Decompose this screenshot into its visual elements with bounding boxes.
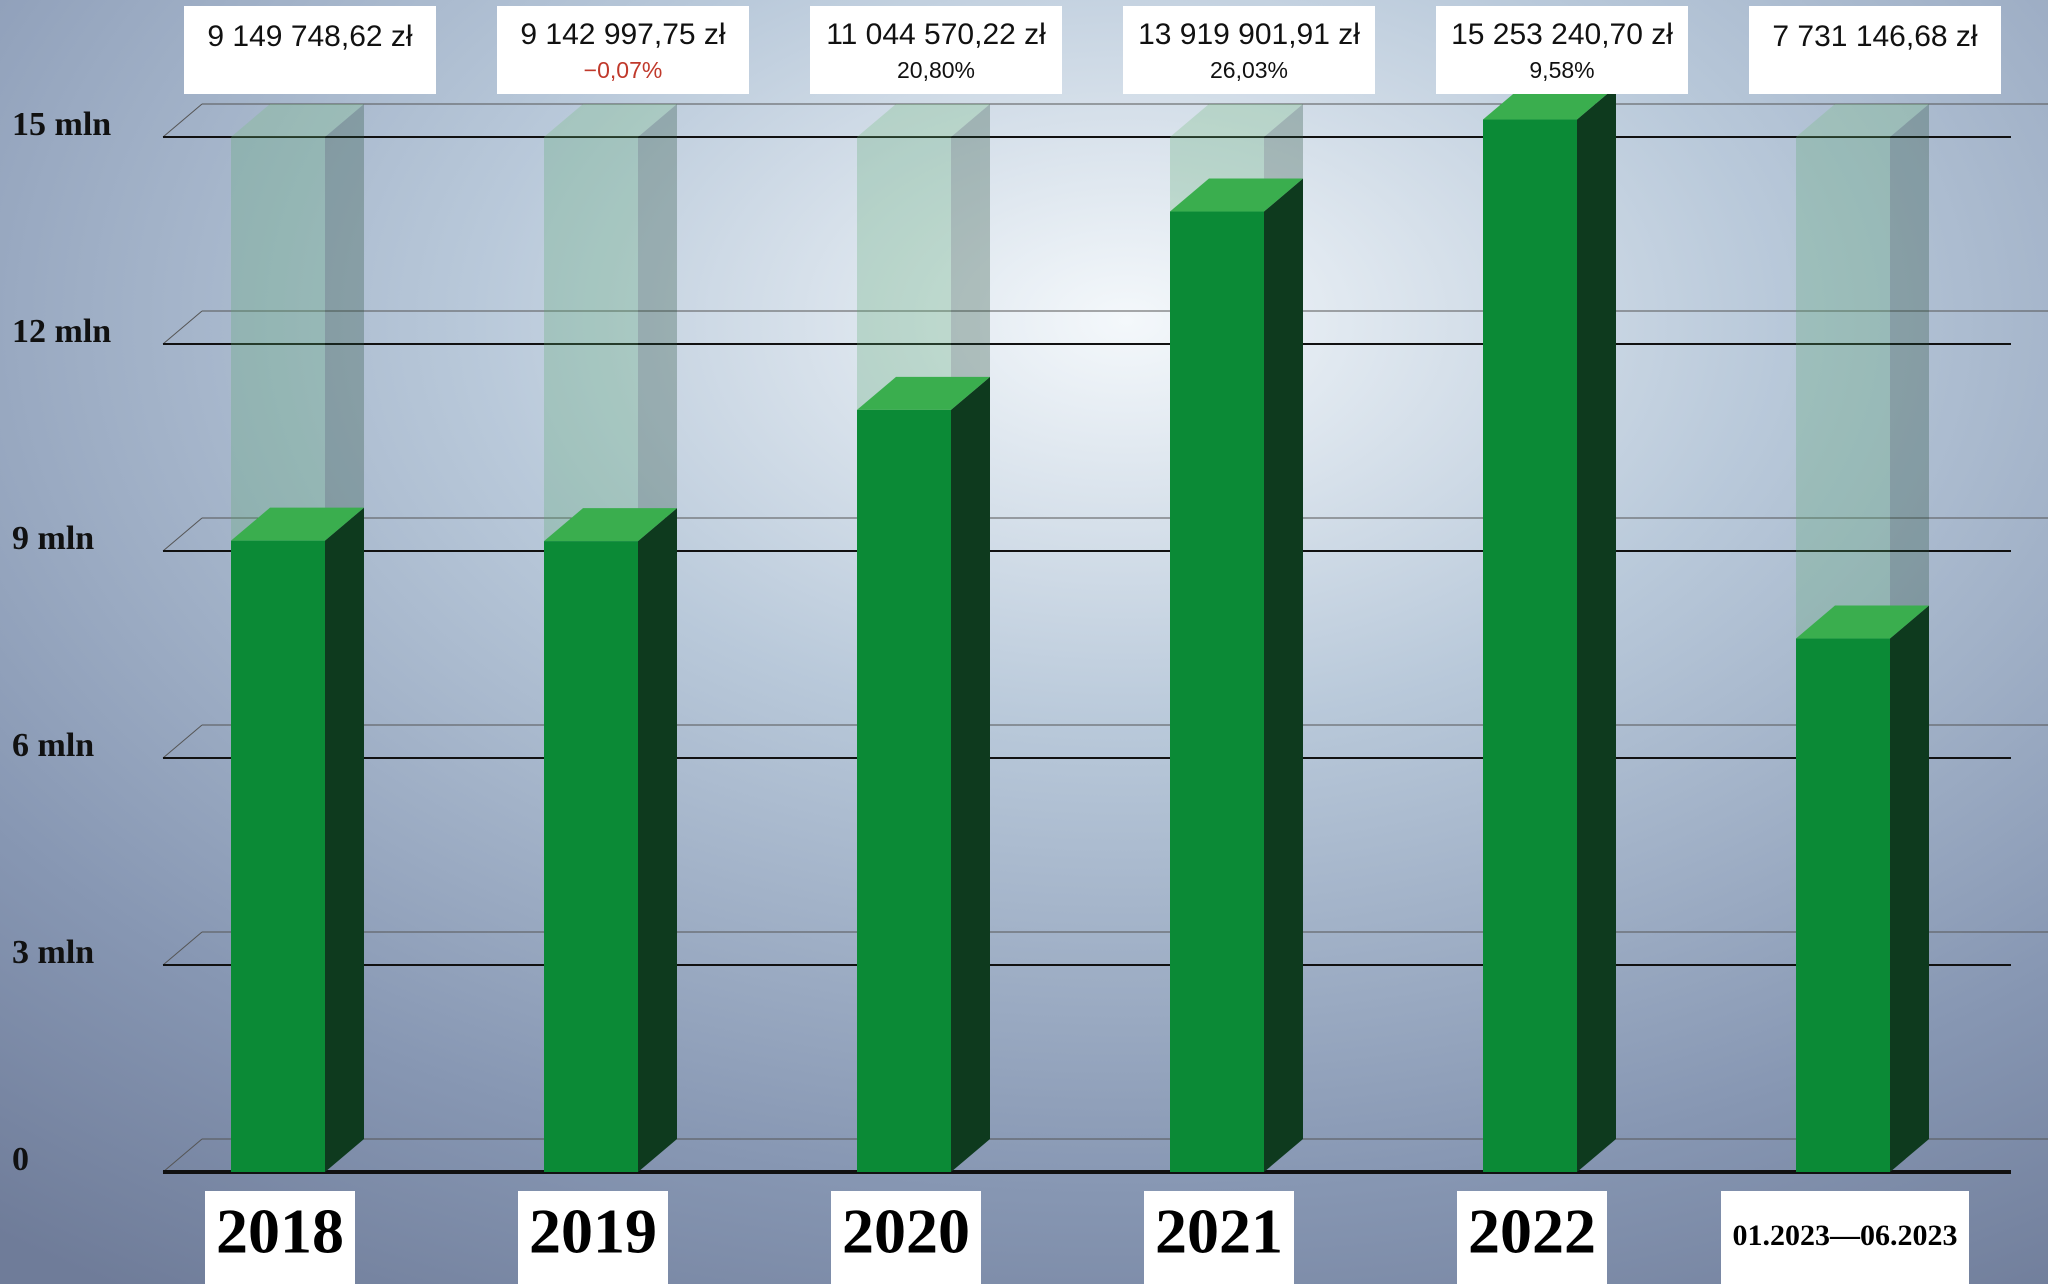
category-box xyxy=(1721,1191,1969,1284)
x-tick-label: 01.2023—06.2023 xyxy=(1733,1219,1958,1252)
value-label: 13 919 901,91 zł xyxy=(1138,18,1360,51)
category-box xyxy=(831,1191,981,1284)
change-label: 9,58% xyxy=(1529,57,1594,83)
value-label-box xyxy=(184,6,436,94)
y-tick-label: 12 mln xyxy=(12,313,111,350)
bar xyxy=(1483,119,1577,1173)
value-label-box xyxy=(1436,6,1688,94)
y-tick-label: 15 mln xyxy=(12,106,111,143)
category-box xyxy=(1457,1191,1607,1284)
bar xyxy=(1170,211,1264,1173)
category-box xyxy=(1144,1191,1294,1284)
bar xyxy=(544,541,638,1172)
x-tick-label: 2018 xyxy=(216,1196,344,1267)
ghost-bar-top xyxy=(544,104,677,137)
bar xyxy=(1796,638,1890,1172)
grid-line-diag xyxy=(162,1138,203,1173)
y-tick-label: 9 mln xyxy=(12,520,94,557)
bar-side xyxy=(1264,178,1303,1173)
bar-top xyxy=(857,376,990,410)
bar-top xyxy=(1796,605,1929,639)
change-label: 26,03% xyxy=(1210,57,1288,83)
value-label: 9 142 997,75 zł xyxy=(520,18,726,51)
change-label: −0,07% xyxy=(584,57,663,83)
bar-top xyxy=(1170,178,1303,212)
y-tick-label: 3 mln xyxy=(12,934,94,971)
value-label: 15 253 240,70 zł xyxy=(1451,18,1673,51)
value-label-box xyxy=(1749,6,2001,94)
bar xyxy=(231,540,325,1172)
ghost-bar-top xyxy=(1796,104,1929,137)
value-label: 7 731 146,68 zł xyxy=(1772,20,1978,53)
grid-line-diag xyxy=(162,310,203,345)
bar-side xyxy=(951,376,990,1172)
value-label: 11 044 570,22 zł xyxy=(826,18,1046,51)
x-tick-label: 2020 xyxy=(842,1196,970,1267)
value-label-box xyxy=(497,6,749,94)
bar-side xyxy=(325,507,364,1172)
change-label: 20,80% xyxy=(897,57,975,83)
y-tick-label: 6 mln xyxy=(12,727,94,764)
bar-side xyxy=(1890,605,1929,1172)
value-label-box xyxy=(810,6,1062,94)
x-tick-label: 2021 xyxy=(1155,1196,1283,1267)
bar xyxy=(857,409,951,1172)
grid-line-diag xyxy=(162,724,203,759)
grid-line-diag xyxy=(162,103,203,138)
bar-side xyxy=(1577,86,1616,1173)
value-label: 9 149 748,62 zł xyxy=(207,20,413,53)
grid-line-diag xyxy=(162,517,203,552)
value-label-box xyxy=(1123,6,1375,94)
category-box xyxy=(518,1191,668,1284)
bar-top xyxy=(231,507,364,541)
x-tick-label: 2022 xyxy=(1468,1196,1596,1267)
ghost-bar-top xyxy=(857,104,990,137)
bar-top xyxy=(544,508,677,542)
bar-top xyxy=(1483,86,1616,120)
grid-line-diag xyxy=(162,931,203,966)
category-box xyxy=(205,1191,355,1284)
x-tick-label: 2019 xyxy=(529,1196,657,1267)
y-tick-label: 0 xyxy=(12,1141,29,1178)
ghost-bar-top xyxy=(1170,104,1303,137)
ghost-bar-top xyxy=(231,104,364,137)
bar-side xyxy=(638,508,677,1172)
